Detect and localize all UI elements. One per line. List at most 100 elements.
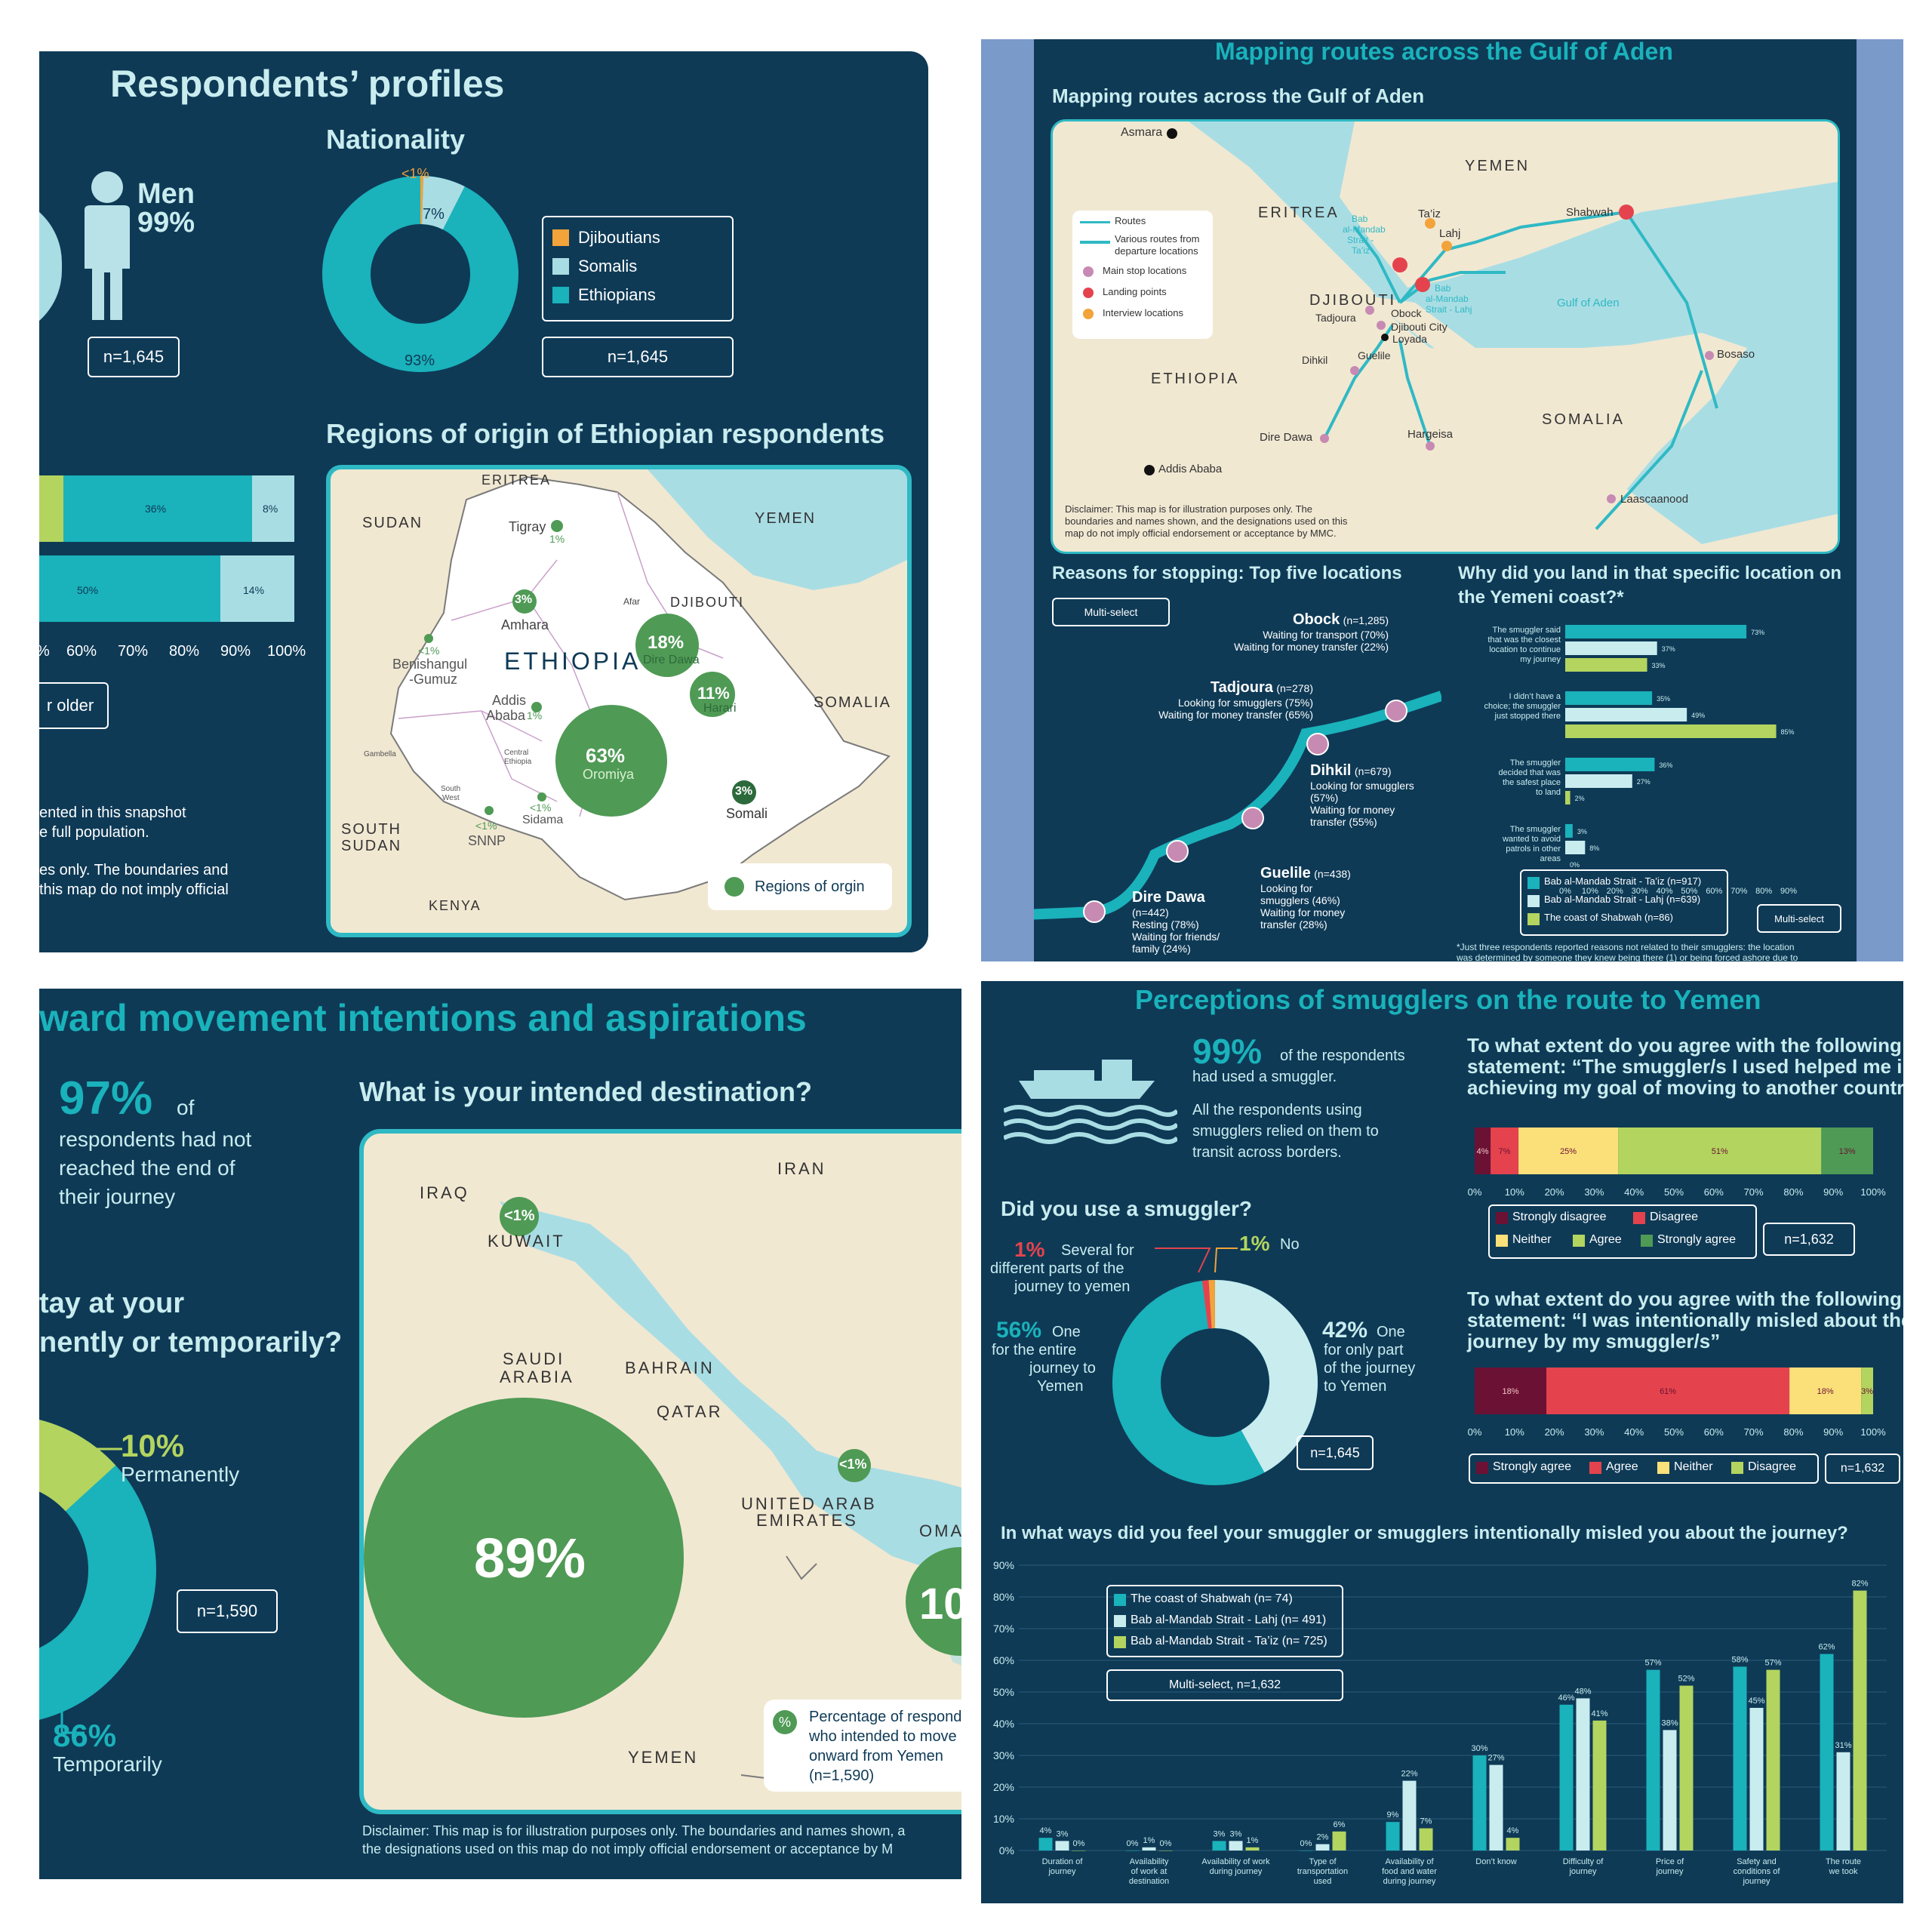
stacked-label: 7% bbox=[1499, 1147, 1511, 1156]
bar-row-1: 36% 8% bbox=[39, 475, 294, 542]
perm-value: 10% bbox=[121, 1428, 185, 1463]
legend-somalis: Somalis bbox=[552, 257, 637, 276]
why-category-label: wanted to avoid bbox=[1502, 835, 1561, 844]
bar-axis-ticks: % 60% 70% 80% 90% 100% bbox=[39, 643, 306, 660]
why-axis-tick: 50% bbox=[1681, 887, 1697, 896]
why-bar bbox=[1565, 841, 1586, 854]
stacked-axis-tick: 30% bbox=[1584, 1186, 1604, 1198]
y-axis-tick: 40% bbox=[993, 1718, 1014, 1730]
misled-bar bbox=[1055, 1841, 1069, 1850]
legend-pct-icon: % bbox=[773, 1710, 797, 1734]
misled-bar-label: 9% bbox=[1387, 1810, 1399, 1820]
q1-c: achieving my goal of moving to another c… bbox=[1467, 1076, 1903, 1099]
x-category-label: destination bbox=[1129, 1877, 1169, 1886]
panel-title: Perceptions of smugglers on the route to… bbox=[1135, 984, 1761, 1015]
stacked-axis-tick: 20% bbox=[1545, 1426, 1564, 1438]
stacked-segment bbox=[1475, 1367, 1547, 1414]
misled-bar bbox=[1836, 1752, 1850, 1850]
map-kenya: KENYA bbox=[429, 898, 481, 913]
older-button[interactable]: r older bbox=[39, 682, 109, 729]
note-4: this map do not imply official bbox=[39, 881, 229, 898]
stop-multi: Multi-select bbox=[1052, 598, 1170, 626]
region-ben-v: <1% bbox=[418, 645, 440, 657]
x-category-label: Safety and bbox=[1737, 1857, 1777, 1866]
x-category-label: Don’t know bbox=[1475, 1857, 1516, 1866]
why-axis-tick: 0% bbox=[1559, 887, 1571, 896]
nationality-donut: <1% 7% 93% bbox=[322, 166, 518, 372]
region-sidama: Sidama bbox=[522, 814, 564, 826]
note-3: es only. The boundaries and bbox=[39, 862, 229, 878]
stacked-axis-tick: 0% bbox=[1468, 1426, 1482, 1438]
sev-label-a: Several for bbox=[1061, 1242, 1134, 1259]
map-yemen: YEMEN bbox=[1465, 158, 1531, 174]
misled-bar-label: 46% bbox=[1558, 1694, 1574, 1703]
why-category-label: The smuggler bbox=[1510, 825, 1561, 834]
misled-bar-label: 62% bbox=[1818, 1643, 1835, 1652]
x-category-label: conditions of bbox=[1734, 1867, 1781, 1876]
n-q1: n=1,632 bbox=[1763, 1223, 1855, 1256]
ship-icon bbox=[1004, 1060, 1177, 1144]
map-kuwait: KUWAIT bbox=[488, 1232, 565, 1251]
stacked-axis-tick: 40% bbox=[1624, 1426, 1644, 1438]
why-bar bbox=[1565, 824, 1573, 838]
region-addis-1: Addis bbox=[492, 693, 527, 708]
stacked-axis-tick: 100% bbox=[1860, 1426, 1886, 1438]
misled-bar-label: 7% bbox=[1420, 1817, 1432, 1826]
y-axis-tick: 20% bbox=[993, 1781, 1014, 1793]
use-smuggler-donut bbox=[1112, 1280, 1318, 1485]
t97-3: their journey bbox=[59, 1185, 176, 1208]
map-gulf: Gulf of Aden bbox=[1557, 297, 1620, 309]
panel2-frame-left bbox=[981, 39, 1034, 961]
stacked-axis-tick: 60% bbox=[1704, 1186, 1724, 1198]
why-bar-label: 37% bbox=[1662, 645, 1675, 653]
use-smuggler-title: Did you use a smuggler? bbox=[1001, 1197, 1252, 1220]
part-d: to Yemen bbox=[1324, 1378, 1387, 1395]
part-c: of the journey bbox=[1324, 1360, 1416, 1377]
men-label: Men bbox=[137, 178, 195, 210]
oman-value: 10% bbox=[919, 1580, 961, 1629]
stay-leaders bbox=[60, 1447, 122, 1734]
misled-bar bbox=[1820, 1654, 1834, 1850]
region-somali-v: 3% bbox=[735, 785, 753, 798]
panel-header: Mapping routes across the Gulf of Aden bbox=[1215, 39, 1673, 65]
x-category-label: Duration of bbox=[1042, 1857, 1084, 1866]
stacked-axis-tick: 20% bbox=[1545, 1186, 1564, 1198]
map-taiz: Ta’iz bbox=[1418, 208, 1441, 220]
x-category-label: journey bbox=[1048, 1867, 1076, 1876]
part-b: for only part bbox=[1324, 1342, 1404, 1358]
map-south-sudan-2: SUDAN bbox=[341, 838, 402, 854]
dest-disc-1: Disclaimer: This map is for illustration… bbox=[362, 1823, 906, 1838]
x-category-label: we took bbox=[1829, 1867, 1858, 1876]
n-q2: n=1,632 bbox=[1825, 1454, 1900, 1484]
note-1: ented in this snapshot bbox=[39, 804, 186, 821]
misled-bar bbox=[1559, 1704, 1574, 1850]
why-category-label: to land bbox=[1536, 788, 1561, 797]
misled-bar-label: 3% bbox=[1230, 1829, 1242, 1838]
map-djibouti: DJIBOUTI bbox=[670, 595, 745, 610]
stacked-segment bbox=[1861, 1367, 1873, 1414]
why-category-label: just stopped there bbox=[1494, 712, 1561, 721]
stacked-axis-tick: 100% bbox=[1860, 1186, 1886, 1198]
map-legend: Regions of orgin bbox=[708, 863, 892, 910]
t99-a: of the respondents bbox=[1280, 1048, 1405, 1064]
stacked-segment bbox=[1821, 1128, 1873, 1174]
saudi-value: 89% bbox=[474, 1527, 586, 1589]
entire-b: for the entire bbox=[992, 1342, 1077, 1358]
misled-bar bbox=[1646, 1669, 1660, 1850]
region-central-2: Ethiopia bbox=[504, 758, 532, 766]
t2-b: smugglers relied on them to bbox=[1192, 1123, 1379, 1140]
misled-bar bbox=[1749, 1708, 1764, 1850]
why-category-label: that was the closest bbox=[1487, 635, 1561, 645]
stacked-axis-tick: 60% bbox=[1704, 1426, 1724, 1438]
use-leaders bbox=[1155, 1247, 1238, 1273]
respondents-profiles-panel: Respondents’ profiles Nationality Men 99… bbox=[39, 51, 928, 952]
y-axis-tick: 90% bbox=[993, 1559, 1014, 1571]
men-value: 99% bbox=[137, 207, 195, 238]
misled-bar-label: 6% bbox=[1334, 1820, 1346, 1829]
why-title-1: Why did you land in that specific locati… bbox=[1458, 563, 1842, 583]
t2-a: All the respondents using bbox=[1192, 1102, 1362, 1118]
misled-bar bbox=[1733, 1666, 1747, 1850]
x-category-label: of work at bbox=[1131, 1867, 1168, 1876]
map-ethiopia: ETHIOPIA bbox=[1151, 371, 1240, 387]
sev-value: 1% bbox=[1014, 1238, 1045, 1261]
